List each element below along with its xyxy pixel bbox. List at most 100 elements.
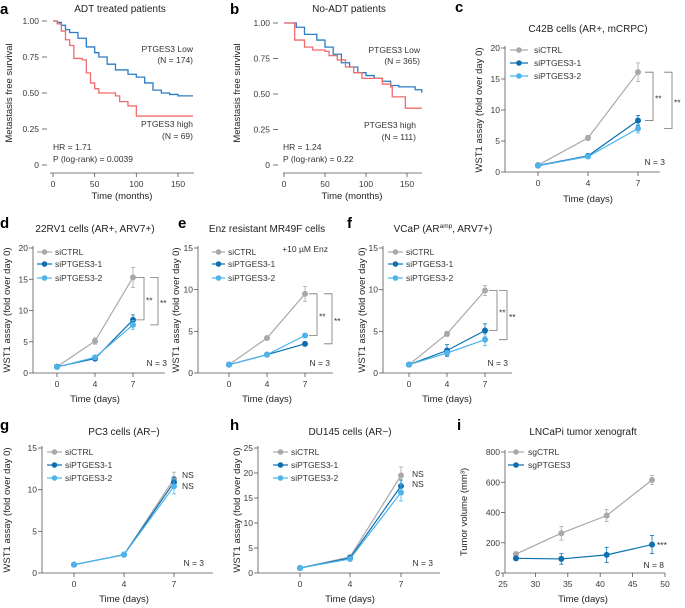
y-tick-label: 15 [184, 243, 194, 253]
data-point [535, 162, 541, 169]
y-tick-label: 5 [23, 337, 28, 347]
y-tick-label: 25 [244, 443, 254, 453]
x-tick-label: 35 [563, 579, 573, 589]
x-tick-label: 40 [595, 579, 605, 589]
significance-stars: ** [319, 312, 326, 322]
data-point [171, 483, 177, 490]
legend-marker [277, 449, 284, 455]
legend-marker [51, 449, 58, 455]
chart-title: Enz resistant MR49F cells [209, 224, 325, 235]
data-point [121, 551, 127, 558]
series-siPTGES3-2 [297, 483, 404, 571]
panel-d: d 0 4 7 22RV1 cells (AR+, ARV7+) 0 5 10 15 20 WST1… [0, 215, 167, 405]
significance-bracket [499, 290, 508, 341]
title-text: 22RV1 cells (AR+, ARV7+) [35, 224, 154, 235]
y-tick-label: 0 [23, 368, 28, 378]
km-curve-high [284, 22, 422, 109]
series-siPTGES3-2 [226, 332, 308, 368]
legend-label: siCTRL [534, 45, 563, 55]
data-point [585, 153, 591, 160]
y-tick-label: 800 [486, 447, 500, 457]
y-tick-label: 15 [19, 274, 29, 284]
hazard-ratio: HR = 1.24 [283, 142, 322, 152]
x-tick-label: 0 [72, 579, 77, 589]
data-point [71, 561, 77, 568]
y-axis-label: WST1 assay (fold over day 0) [474, 47, 485, 172]
chart-title: C42B cells (AR+, mCRPC) [528, 24, 647, 35]
legend-label: sgCTRL [528, 447, 559, 457]
x-tick-label: 0 [407, 379, 412, 389]
chart-title: DU145 cells (AR−) [308, 427, 391, 438]
data-point [649, 476, 656, 483]
km-curve-high [53, 20, 193, 117]
p-value: P (log-rank) = 0.22 [283, 154, 354, 164]
km-curve-low [53, 20, 193, 97]
x-axis-label: Time (days) [422, 394, 472, 405]
title-text: PC3 cells (AR−) [88, 427, 159, 438]
data-point [482, 327, 488, 334]
x-tick-label: 7 [636, 178, 641, 188]
data-point [482, 287, 488, 294]
y-tick-label: 0.50 [253, 89, 270, 99]
data-point [54, 364, 60, 371]
legend-marker [277, 462, 284, 468]
significance-bracket [150, 276, 159, 326]
legend-label: siCTRL [228, 247, 257, 257]
series-label: PTGES3 Low [142, 44, 194, 54]
data-point [635, 69, 641, 76]
n-label: N = 3 [644, 157, 665, 167]
series-siPTGES3-1 [406, 323, 488, 368]
y-tick-label: 0 [373, 368, 378, 378]
y-axis-label: WST1 assay (fold over day 0) [171, 247, 182, 372]
treatment-label: +10 µM Enz [282, 244, 328, 254]
legend-marker [516, 73, 522, 79]
y-tick-label: 15 [28, 443, 38, 453]
y-tick-label: 0.25 [22, 124, 39, 134]
y-tick-label: 1.00 [253, 18, 270, 28]
y-tick-label: 15 [491, 74, 501, 84]
data-point [482, 336, 488, 343]
significance-bracket [645, 71, 654, 121]
x-axis-label: Time (days) [242, 394, 292, 405]
x-axis-label: Time (days) [563, 194, 613, 205]
y-tick-label: 5 [495, 136, 500, 146]
x-tick-label: 4 [265, 379, 270, 389]
y-tick-label: 600 [486, 477, 500, 487]
x-tick-label: 0 [227, 379, 232, 389]
data-point [92, 338, 98, 345]
data-point [635, 117, 641, 124]
legend-marker [392, 275, 399, 281]
x-tick-label: 100 [129, 179, 143, 189]
ns-label: NS [182, 470, 194, 480]
y-tick-label: 200 [486, 538, 500, 548]
x-tick-label: 4 [445, 379, 450, 389]
series-n-label: (N = 365) [384, 56, 420, 66]
title-text: Enz resistant MR49F cells [209, 224, 325, 235]
y-tick-label: 0 [188, 368, 193, 378]
data-point [92, 354, 98, 361]
legend-marker [215, 249, 222, 255]
chart-title: 22RV1 cells (AR+, ARV7+) [35, 224, 154, 235]
legend-label: siPTGES3-2 [55, 273, 103, 283]
series-label: PTGES3 high [141, 119, 193, 129]
y-tick-label: 0 [32, 568, 37, 578]
significance-stars: ** [509, 312, 516, 322]
data-point [603, 512, 610, 519]
x-tick-label: 25 [498, 579, 508, 589]
title-superscript: amp [440, 223, 453, 230]
data-point [406, 361, 412, 368]
series-siPTGES3-2 [535, 123, 641, 169]
legend-marker [51, 462, 58, 468]
y-tick-label: 10 [28, 485, 38, 495]
legend-label: siPTGES3-2 [534, 71, 582, 81]
x-tick-label: 50 [90, 179, 100, 189]
panel-b: b No-ADT patients 0 50 100 150 0 0.25 0.50 0.75 1.… [230, 1, 423, 202]
p-value: P (log-rank) = 0.0039 [53, 154, 133, 164]
legend-marker [41, 275, 48, 281]
x-tick-label: 4 [122, 579, 127, 589]
x-tick-label: 150 [400, 179, 414, 189]
y-tick-label: 5 [373, 326, 378, 336]
panel-letter: g [0, 417, 9, 434]
significance-bracket [489, 290, 498, 331]
